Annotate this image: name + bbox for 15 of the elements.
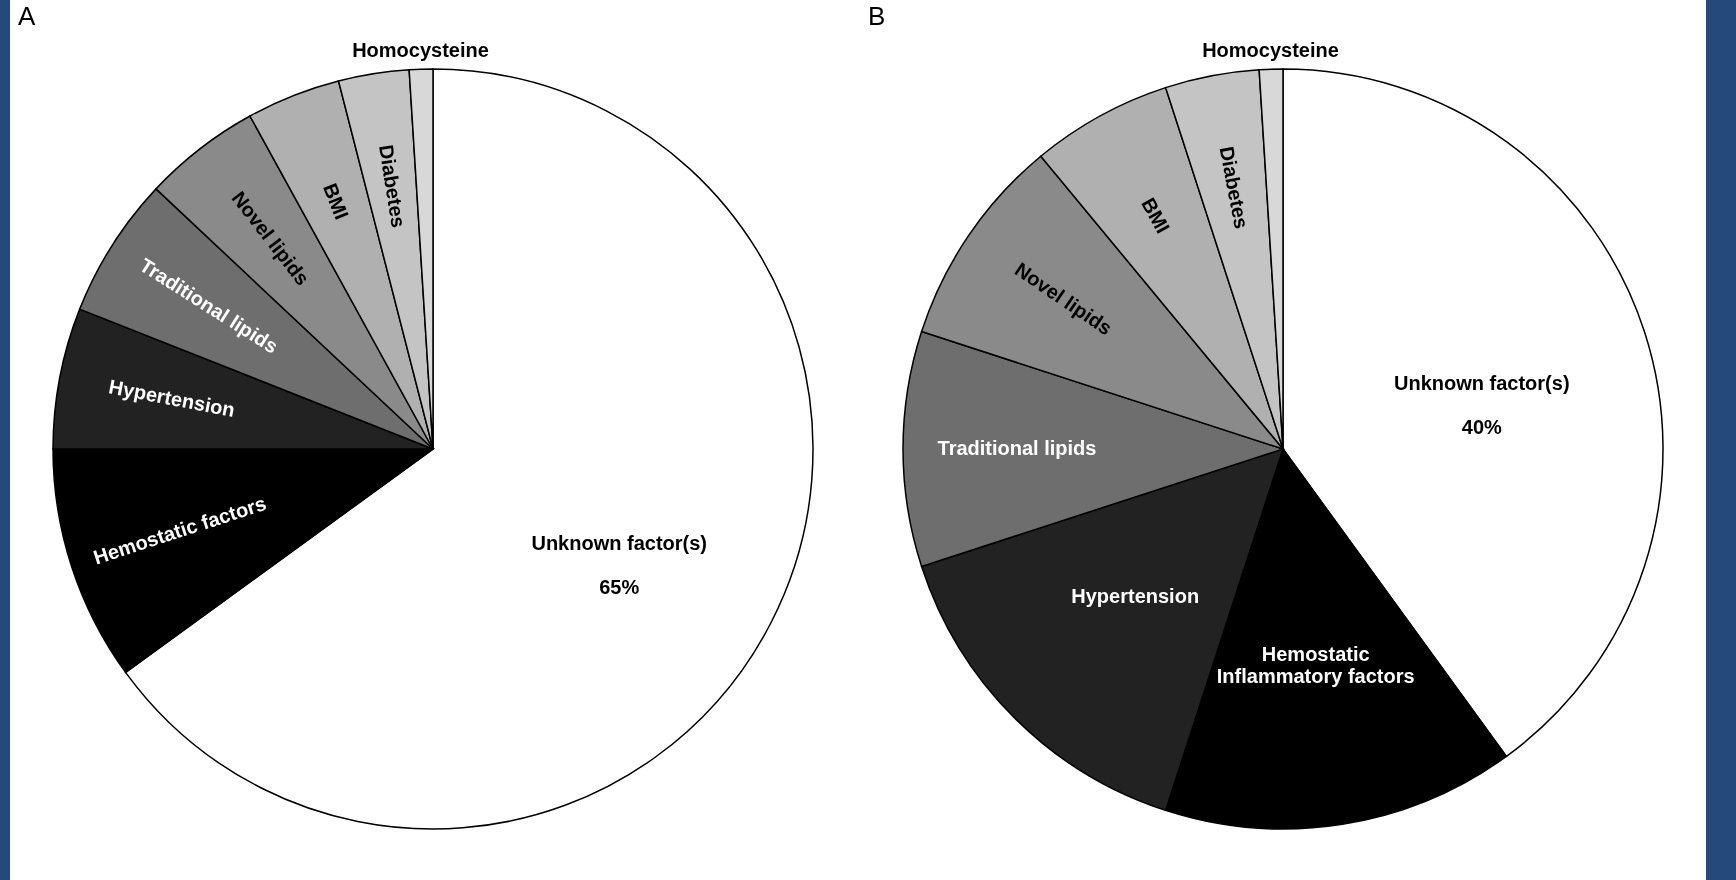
slice-label: Hemostatic Inflammatory factors	[1216, 643, 1415, 688]
data-label: 40%	[1461, 416, 1502, 439]
slice-label: Homocysteine	[352, 39, 489, 62]
slice-label: Unknown factor(s)	[531, 531, 707, 554]
slice-label: Hypertension	[1071, 584, 1200, 607]
slice-label: BMI	[319, 180, 353, 223]
slice-label: BMI	[1137, 194, 1175, 237]
slice-label: Diabetes	[374, 143, 410, 230]
slice-label: Homocysteine	[1202, 39, 1339, 62]
data-label: 65%	[599, 575, 640, 598]
chart-title: A	[18, 1, 36, 31]
slice-label: Traditional lipids	[937, 437, 1097, 459]
slice-label: Unknown factor(s)	[1393, 372, 1570, 395]
slice-label: Diabetes	[1215, 144, 1253, 231]
chart-title: B	[868, 1, 886, 31]
